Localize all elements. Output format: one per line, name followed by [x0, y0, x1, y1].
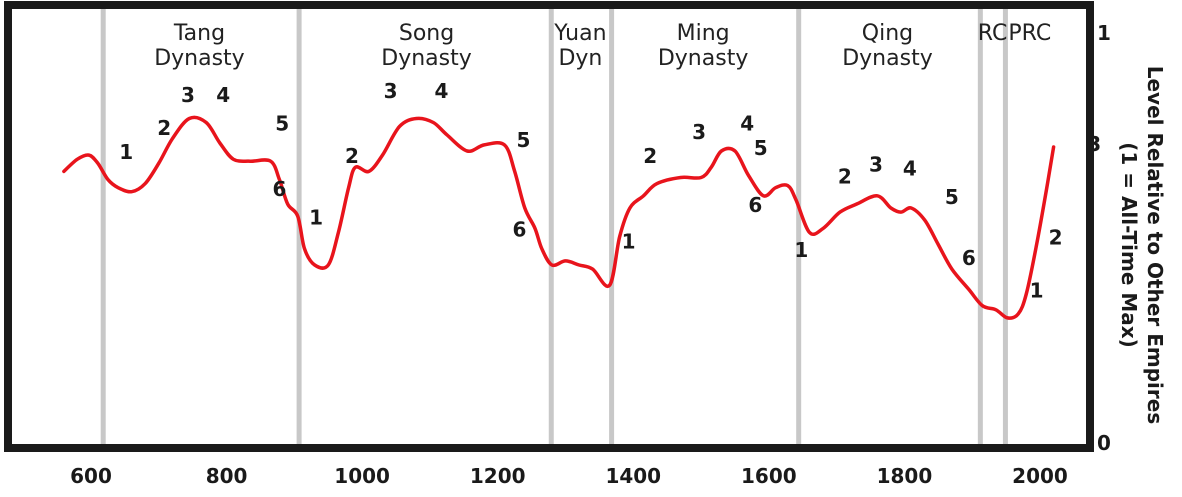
series-layer [62, 115, 1056, 320]
dynasty-label: Qing [862, 21, 913, 46]
stage-label: 6 [512, 218, 526, 242]
dynasty-label: Dyn [558, 46, 602, 71]
stage-label: 3 [181, 83, 195, 107]
stage-label: 4 [434, 79, 448, 103]
x-tick-label: 1200 [470, 464, 526, 488]
stage-label: 5 [275, 112, 289, 136]
dynasty-label: Dynasty [154, 46, 245, 71]
dynasty-label: RC [978, 21, 1008, 46]
stage-label: 1 [309, 205, 323, 229]
dynasty-boundaries [100, 9, 1008, 444]
series-line [62, 115, 1056, 320]
stage-label: 1 [622, 230, 636, 254]
y-tick-label: 0 [1097, 431, 1111, 455]
y-axis-label-line2: (1 = All-Time Max) [1117, 142, 1141, 348]
y-axis-ticks: 10 [1097, 21, 1111, 455]
stage-label: 2 [643, 144, 657, 168]
x-tick-label: 600 [70, 464, 112, 488]
stage-label: 4 [216, 83, 230, 107]
y-axis-label: Level Relative to Other Empires (1 = All… [1117, 66, 1167, 425]
stage-label: 1 [1030, 279, 1044, 303]
y-axis-label-line1: Level Relative to Other Empires [1143, 66, 1167, 425]
x-tick-label: 1400 [605, 464, 661, 488]
stage-label: 3 [692, 120, 706, 144]
stage-label: 5 [754, 136, 768, 160]
stage-label: 3 [869, 152, 883, 176]
stage-label: 2 [1049, 226, 1063, 250]
dynasty-label: Dynasty [842, 46, 933, 71]
stage-label: 1 [794, 238, 808, 262]
stage-label: 2 [345, 144, 359, 168]
x-axis-ticks: 600 800 1000 1200 1400 1600 1800 2000 [70, 464, 1068, 488]
stage-label: 4 [903, 156, 917, 180]
stage-label: 5 [517, 128, 531, 152]
dynasty-label: Yuan [553, 21, 606, 46]
dynasty-label: PRC [1008, 21, 1051, 46]
dynasty-label: Dynasty [658, 46, 749, 71]
dynasty-label: Ming [677, 21, 730, 46]
dynasty-label: Tang [173, 21, 225, 46]
x-tick-label: 1600 [741, 464, 797, 488]
stage-label: 4 [740, 112, 754, 136]
dynasty-label: Song [399, 21, 454, 46]
stage-label: 3 [384, 79, 398, 103]
stage-label: 2 [838, 165, 852, 189]
stage-label: 1 [119, 140, 133, 164]
stage-label: 6 [272, 177, 286, 201]
stage-label: 5 [945, 185, 959, 209]
stage-label: 6 [962, 246, 976, 270]
x-tick-label: 800 [206, 464, 248, 488]
stage-label: 6 [748, 193, 762, 217]
x-tick-label: 1000 [334, 464, 390, 488]
stage-label: 2 [157, 116, 171, 140]
plot-frame [4, 1, 1094, 452]
dynasty-label: Dynasty [381, 46, 472, 71]
x-tick-label: 2000 [1012, 464, 1068, 488]
dynasty-labels: TangDynastySongDynastyYuanDynMingDynasty… [154, 21, 1051, 71]
y-tick-label: 1 [1097, 21, 1111, 45]
x-tick-label: 1800 [877, 464, 933, 488]
